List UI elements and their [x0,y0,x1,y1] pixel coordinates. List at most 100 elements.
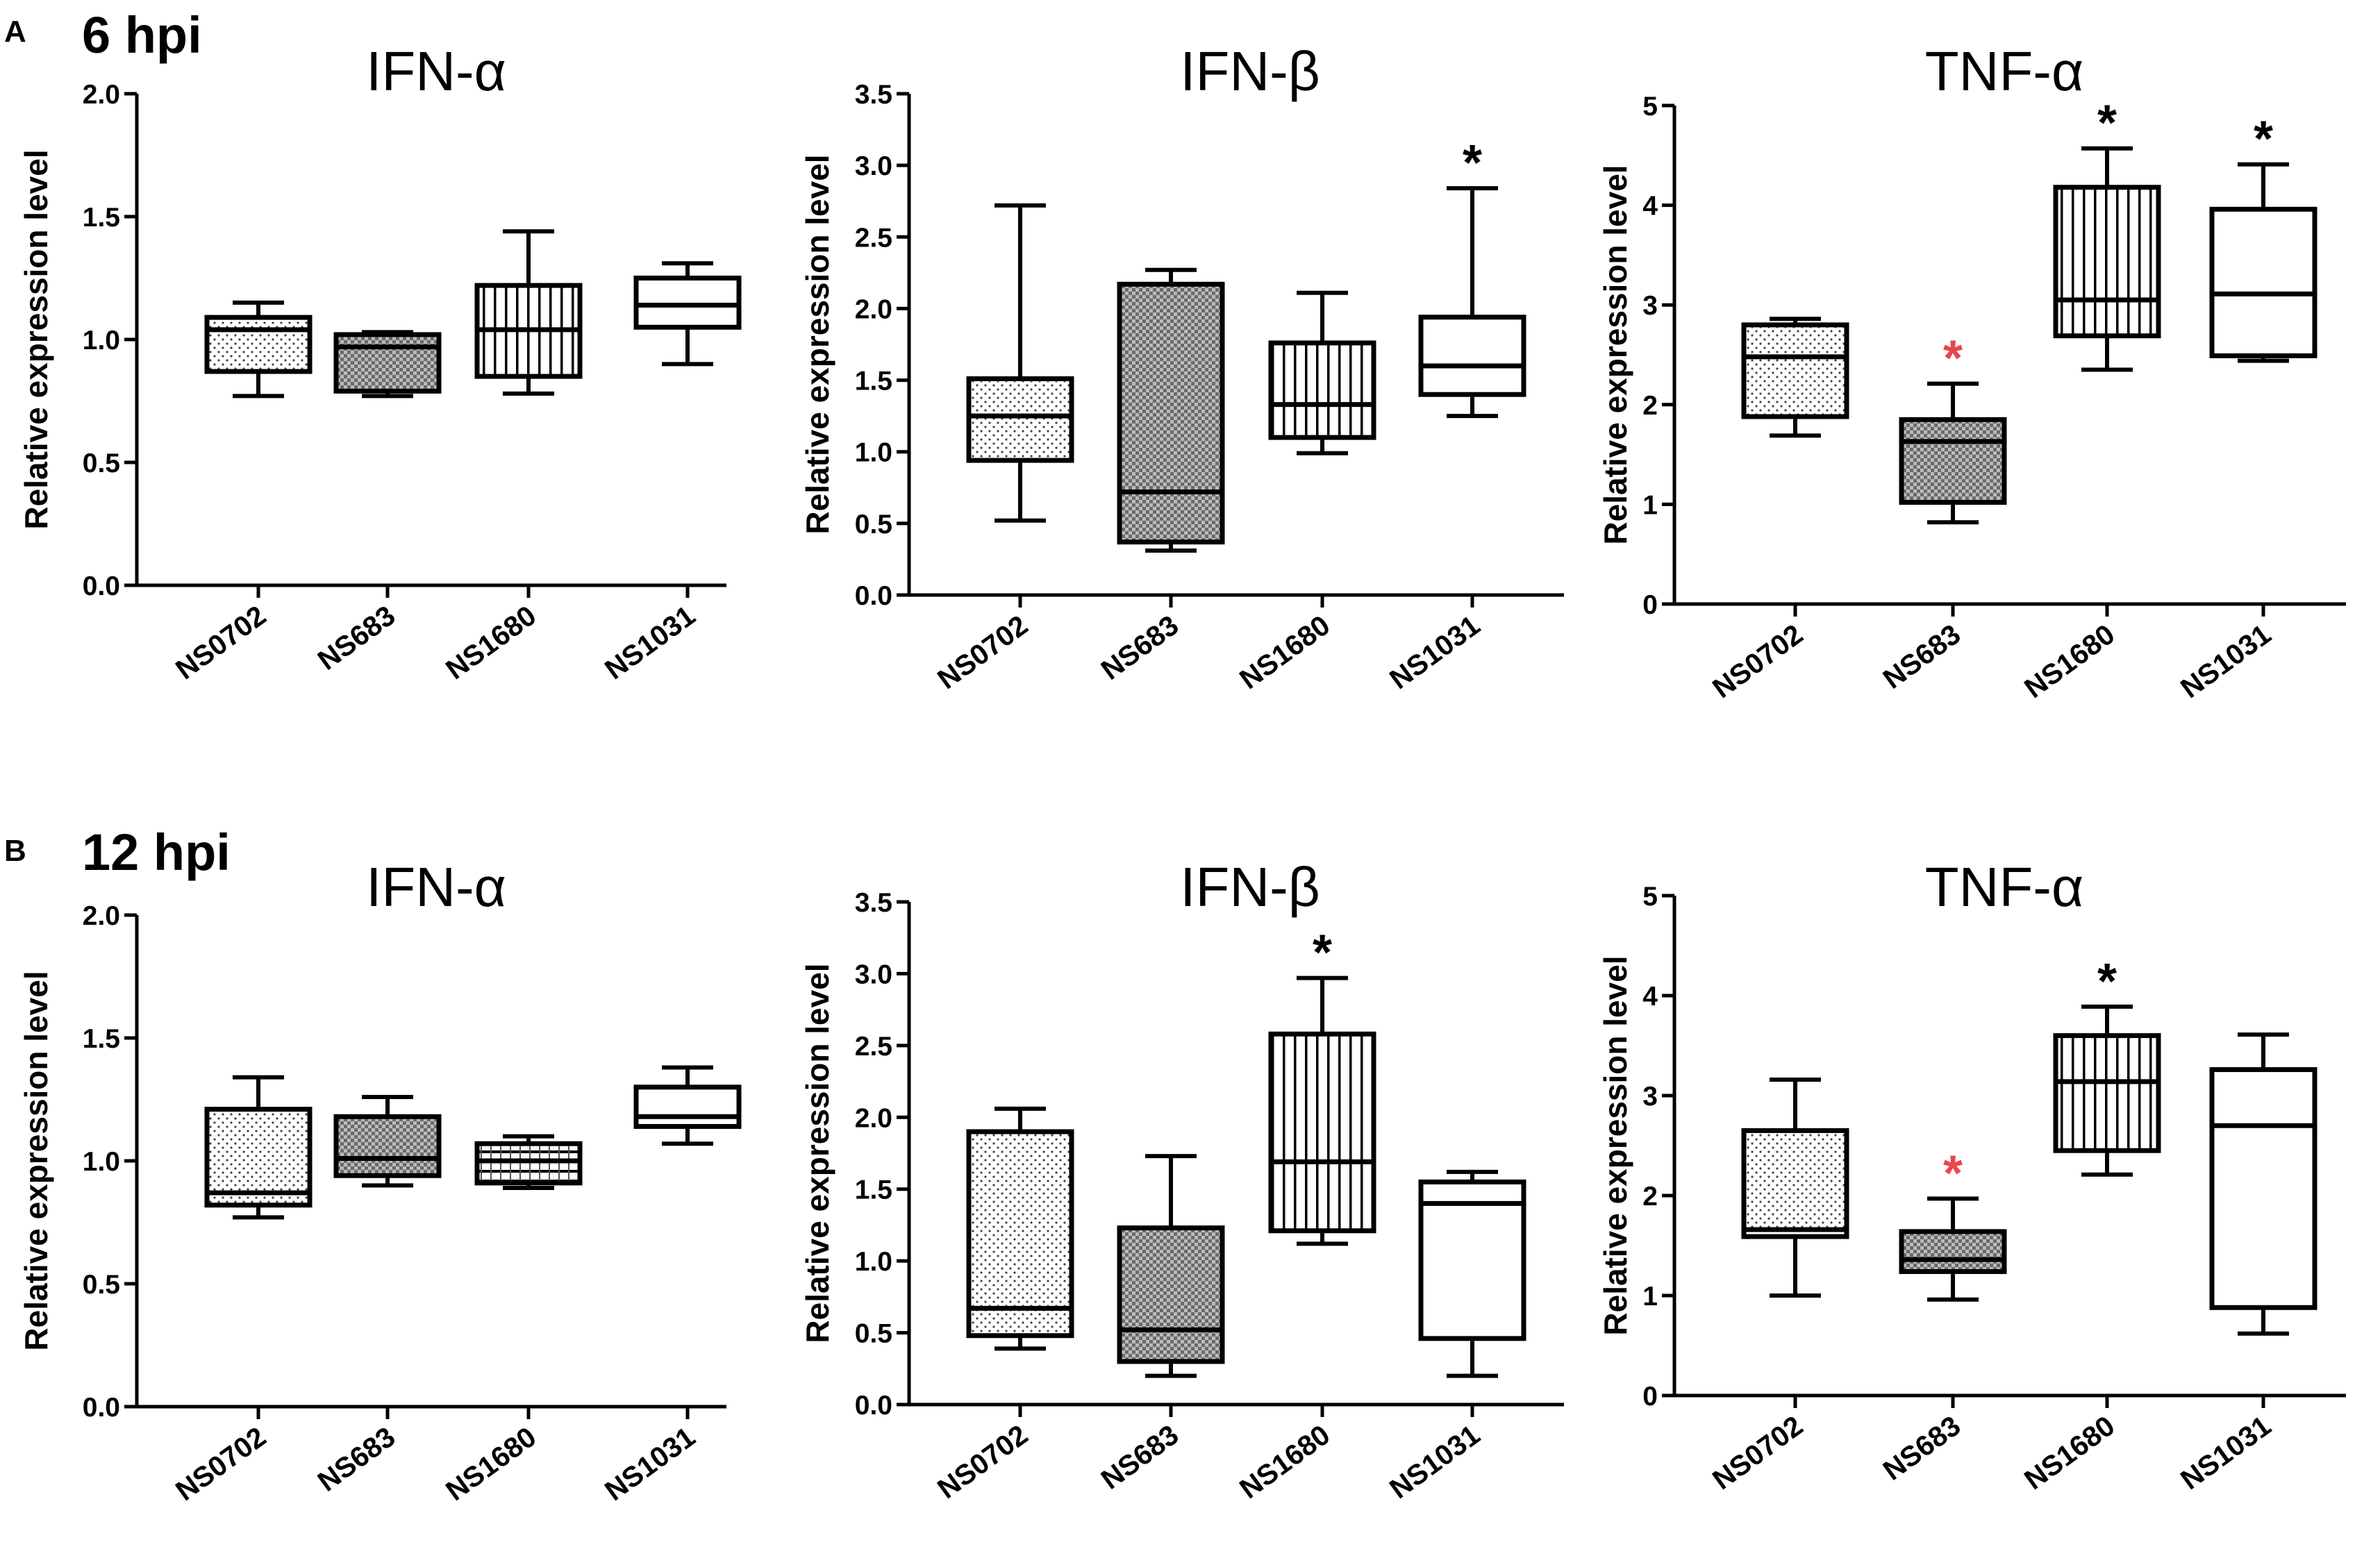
y-tick-label: 1.5 [855,367,892,396]
box-ns1031 [2209,1067,2317,1310]
significance-star: * [1943,1146,1963,1201]
x-tick-label: NS1680 [440,1421,542,1507]
panel-b-label: 12 hpi [82,823,231,881]
y-tick-label: 2 [1642,391,1658,421]
box-ns1031 [2209,206,2317,358]
y-tick-label: 0.0 [855,581,892,611]
box-ns0702 [204,315,313,374]
y-tick-label: 2.0 [855,1103,892,1133]
x-tick-label: NS0702 [931,609,1033,695]
y-tick-label: 0.0 [83,571,120,601]
chart-title: TNF-α [1925,40,2083,102]
y-tick-label: 2.5 [855,1032,892,1062]
y-tick-label: 2.0 [83,80,120,110]
y-tick-label: 1.0 [855,1247,892,1277]
panel-a-letter: A [4,15,26,49]
box-ns683 [333,1114,442,1178]
y-tick-label: 0.0 [855,1391,892,1421]
y-tick-label: 0 [1642,1382,1658,1412]
box-ns1031 [1418,315,1526,397]
x-tick-label: NS1031 [2174,1409,2277,1496]
charts: IFN-α Relative expression level 0.0 0.5 1.0 1… [18,40,2346,1507]
x-tick-label: NS683 [1877,618,1966,695]
y-tick-label: 1.0 [83,326,120,355]
box-ns1031 [633,276,742,330]
y-axis-label: Relative expression level [18,971,54,1350]
y-tick-label: 2 [1642,1182,1658,1212]
x-tick-label: NS1680 [1233,1418,1335,1505]
box-ns1031 [633,1084,742,1129]
chart-title: TNF-α [1925,856,2083,918]
y-tick-label: 3.0 [855,960,892,989]
y-tick-label: 1.5 [83,1024,120,1054]
x-tick-label: NS683 [1095,609,1184,686]
y-tick-label: 0.5 [855,1319,892,1349]
x-tick-label: NS1031 [1383,1418,1486,1505]
y-tick-label: 1 [1642,1282,1658,1312]
box-ns1031 [1418,1179,1526,1341]
significance-star: * [1463,135,1482,191]
significance-star: * [2097,954,2117,1010]
x-tick-label: NS1031 [599,599,701,685]
y-axis-label: Relative expression level [799,963,835,1343]
y-tick-label: 4 [1642,192,1658,221]
x-tick-label: NS0702 [1706,1409,1808,1496]
x-tick-label: NS0702 [169,599,272,685]
box-ns1680 [2053,1033,2161,1153]
y-tick-label: 1.0 [83,1147,120,1177]
y-tick-label: 4 [1642,982,1658,1012]
x-tick-label: NS0702 [1706,618,1808,704]
y-axis-label: Relative expression level [799,154,835,534]
box-ns683 [333,332,442,394]
y-tick-label: 5 [1642,882,1658,912]
x-tick-label: NS683 [312,1421,401,1498]
x-tick-label: NS0702 [169,1421,272,1507]
y-axis-label: Relative expression level [1597,955,1633,1335]
x-tick-label: NS1680 [2018,1409,2120,1496]
x-tick-label: NS683 [1877,1409,1966,1486]
box-ns683 [1117,1225,1225,1364]
y-tick-label: 1 [1642,490,1658,520]
y-tick-label: 2.0 [83,901,120,931]
box-ns0702 [966,376,1074,463]
chart-a-3: TNF-α Relative expression level 0 1 2 3 4 5 NS07… [1597,40,2346,704]
y-tick-label: 5 [1642,92,1658,122]
box-ns0702 [1741,322,1849,419]
y-tick-label: 0.5 [83,449,120,478]
x-tick-label: NS683 [312,599,401,676]
significance-star: * [1313,925,1332,981]
box-ns1680 [1268,340,1376,440]
x-tick-label: NS1031 [1383,609,1486,695]
box-ns0702 [1741,1128,1849,1239]
box-ns0702 [966,1129,1074,1339]
y-axis-label: Relative expression level [1597,165,1633,544]
y-tick-label: 1.5 [855,1175,892,1205]
chart-title: IFN-β [1180,40,1320,102]
x-tick-label: NS1680 [2018,618,2120,704]
panel-b-letter: B [4,834,26,868]
significance-star: * [2097,96,2117,151]
chart-b-1: IFN-α Relative expression level 0.0 0.5 1.0 1… [18,856,742,1507]
chart-a-2: IFN-β Relative expression level 0.0 0.5 1.0 1… [799,40,1564,695]
x-tick-label: NS1031 [599,1421,701,1507]
y-tick-label: 1.0 [855,438,892,468]
chart-title: IFN-α [366,40,506,102]
y-tick-label: 0 [1642,590,1658,620]
panel-a-label: 6 hpi [82,6,202,64]
y-tick-label: 1.5 [83,203,120,233]
chart-b-3: TNF-α Relative expression level 0 1 2 3 4 5 NS07… [1597,856,2346,1496]
box-ns683 [1899,1229,2007,1274]
y-tick-label: 0.0 [83,1393,120,1423]
box-ns683 [1899,417,2007,505]
y-tick-label: 3.0 [855,151,892,181]
box-ns0702 [204,1107,313,1208]
y-tick-label: 2.0 [855,294,892,324]
x-tick-label: NS1680 [1233,609,1335,695]
chart-title: IFN-α [366,856,506,918]
x-tick-label: NS1680 [440,599,542,685]
y-tick-label: 3.5 [855,888,892,918]
chart-a-1: IFN-α Relative expression level 0.0 0.5 1.0 1… [18,40,742,685]
y-tick-label: 3 [1642,1082,1658,1112]
box-ns1680 [474,1141,583,1186]
